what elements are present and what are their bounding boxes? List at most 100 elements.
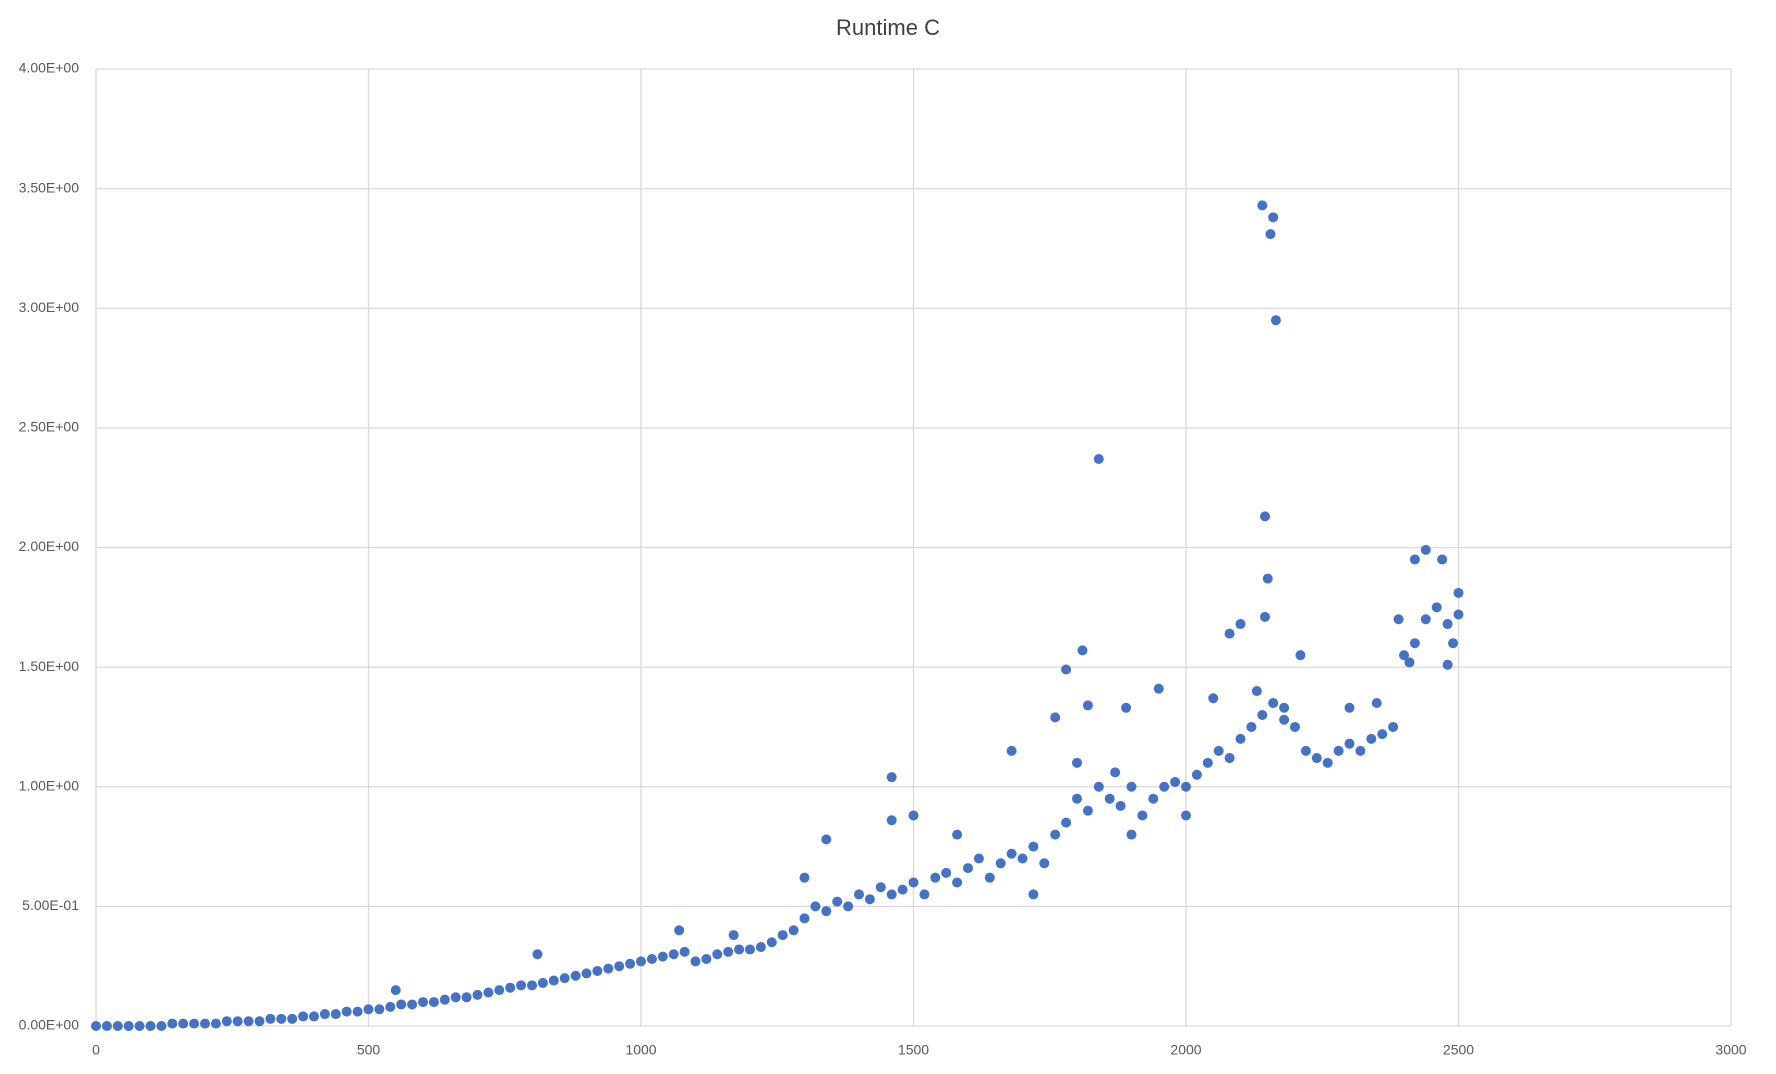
data-point	[1072, 793, 1082, 804]
data-point	[1082, 805, 1093, 816]
data-point	[1257, 200, 1268, 211]
data-point	[679, 946, 690, 957]
data-point	[1388, 721, 1399, 732]
data-point	[1260, 611, 1271, 622]
data-point	[265, 1013, 276, 1024]
data-point	[352, 1006, 363, 1017]
data-point	[167, 1018, 178, 1029]
data-point	[1437, 554, 1448, 565]
data-point	[1181, 781, 1191, 792]
data-point	[973, 853, 984, 864]
data-point	[200, 1018, 210, 1029]
data-point	[232, 1016, 243, 1027]
y-tick-label: 4.00E+00	[19, 60, 80, 76]
data-point	[843, 901, 854, 912]
data-point	[439, 994, 450, 1005]
data-point	[864, 894, 875, 905]
data-point	[1246, 721, 1257, 732]
y-tick-label: 3.50E+00	[19, 179, 80, 195]
data-point	[1268, 698, 1279, 709]
x-tick-label: 500	[357, 1042, 381, 1058]
data-point	[1260, 511, 1271, 522]
data-point	[1017, 853, 1028, 864]
data-point	[886, 815, 897, 826]
data-point	[1202, 757, 1213, 768]
data-point	[1448, 638, 1459, 649]
data-point	[1126, 829, 1137, 840]
data-point	[330, 1009, 341, 1020]
data-point	[1061, 664, 1072, 675]
data-point	[1191, 769, 1202, 780]
data-point	[1453, 587, 1464, 598]
data-point	[1208, 693, 1219, 704]
data-point	[1224, 753, 1235, 764]
data-point	[625, 958, 636, 969]
data-point	[1409, 638, 1420, 649]
data-point	[908, 877, 919, 888]
data-point	[1050, 829, 1061, 840]
data-point	[734, 944, 745, 955]
data-point	[156, 1021, 167, 1031]
data-point	[1093, 453, 1104, 464]
data-point	[1442, 659, 1453, 670]
y-tick-label: 1.00E+00	[19, 777, 80, 793]
data-point	[537, 977, 548, 988]
data-point	[963, 863, 973, 874]
data-point	[532, 949, 543, 960]
data-point	[1213, 745, 1224, 756]
data-point	[1159, 781, 1170, 792]
data-point	[1279, 702, 1290, 713]
data-point	[1344, 738, 1355, 749]
data-point	[810, 901, 821, 912]
data-point	[1082, 700, 1093, 711]
data-point	[1148, 793, 1159, 804]
data-point	[581, 968, 592, 979]
data-point	[636, 956, 646, 967]
x-tick-label: 1500	[898, 1042, 929, 1058]
data-point	[1399, 650, 1409, 661]
data-point	[646, 954, 657, 965]
data-point	[407, 999, 418, 1010]
data-point	[1104, 793, 1115, 804]
data-point	[886, 889, 897, 900]
data-point	[101, 1021, 112, 1031]
data-point	[1224, 628, 1235, 639]
data-point	[1181, 810, 1191, 821]
data-point	[1039, 858, 1050, 869]
data-point	[178, 1018, 189, 1029]
data-point	[1028, 889, 1039, 900]
data-point	[668, 949, 679, 960]
data-point	[461, 992, 472, 1003]
data-point	[952, 877, 963, 888]
data-point	[390, 985, 401, 996]
data-point	[723, 946, 734, 957]
data-point	[1453, 609, 1464, 620]
data-point	[516, 980, 527, 991]
data-point	[799, 872, 810, 883]
data-point	[908, 810, 919, 821]
data-point	[1420, 614, 1431, 625]
data-point	[919, 889, 930, 900]
data-point	[1322, 757, 1333, 768]
data-point	[1072, 757, 1082, 768]
data-point	[745, 944, 755, 955]
data-point	[123, 1021, 134, 1031]
data-point	[287, 1013, 298, 1024]
data-point	[428, 997, 439, 1008]
data-point	[1235, 619, 1246, 630]
data-point	[363, 1004, 374, 1015]
data-point	[1262, 573, 1273, 584]
data-point	[341, 1006, 352, 1017]
data-point	[1270, 315, 1281, 326]
data-point	[1290, 721, 1300, 732]
y-tick-label: 2.50E+00	[19, 419, 80, 435]
data-point	[728, 930, 739, 941]
data-point	[701, 954, 712, 965]
data-point	[1344, 702, 1355, 713]
data-point	[755, 942, 766, 953]
data-point	[374, 1004, 385, 1015]
data-point	[505, 982, 516, 993]
data-point	[527, 980, 537, 991]
data-point	[1300, 745, 1311, 756]
